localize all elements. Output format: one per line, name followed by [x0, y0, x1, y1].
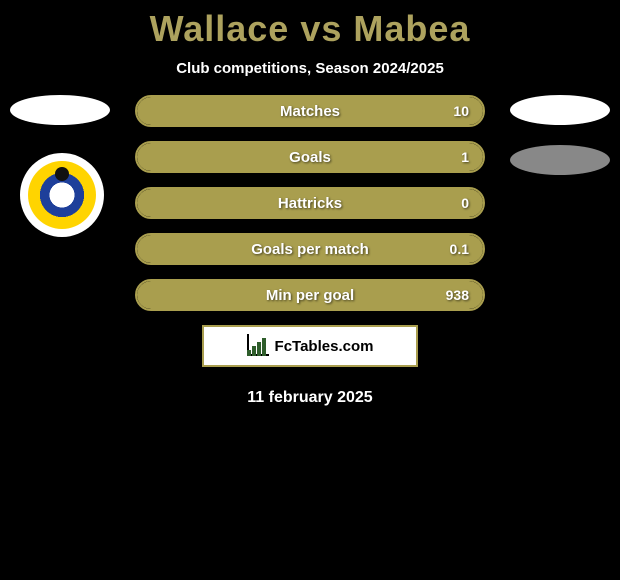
stat-row: Hattricks 0: [135, 187, 485, 219]
subtitle: Club competitions, Season 2024/2025: [0, 60, 620, 77]
player-right-club-placeholder: [510, 145, 610, 175]
stat-value: 0: [461, 195, 469, 211]
stat-row: Min per goal 938: [135, 279, 485, 311]
stat-row: Goals 1: [135, 141, 485, 173]
player-left-name: Wallace: [150, 8, 290, 49]
stat-label: Min per goal: [266, 287, 354, 304]
stat-label: Matches: [280, 103, 340, 120]
player-left-club-badge: [20, 153, 104, 237]
stat-label: Goals: [289, 149, 331, 166]
stat-value: 938: [446, 287, 469, 303]
brand-text: FcTables.com: [275, 338, 374, 355]
comparison-panel: Matches 10 Goals 1 Hattricks 0 Goals per match…: [0, 95, 620, 407]
player-right-avatar-placeholder: [510, 95, 610, 125]
stat-row: Goals per match 0.1: [135, 233, 485, 265]
stat-label: Goals per match: [251, 241, 369, 258]
stat-row: Matches 10: [135, 95, 485, 127]
club-badge-icon: [28, 161, 96, 229]
stat-value: 0.1: [450, 241, 469, 257]
vs-label: vs: [300, 8, 342, 49]
ball-icon: [55, 167, 69, 181]
brand-chart-icon: [247, 336, 269, 356]
generated-date: 11 february 2025: [0, 389, 620, 407]
stat-rows: Matches 10 Goals 1 Hattricks 0 Goals per match…: [135, 95, 485, 311]
comparison-title: Wallace vs Mabea: [0, 0, 620, 50]
stat-value: 1: [461, 149, 469, 165]
player-left-avatar-placeholder: [10, 95, 110, 125]
stat-label: Hattricks: [278, 195, 342, 212]
brand-box: FcTables.com: [202, 325, 418, 367]
stat-value: 10: [453, 103, 469, 119]
player-right-name: Mabea: [353, 8, 470, 49]
